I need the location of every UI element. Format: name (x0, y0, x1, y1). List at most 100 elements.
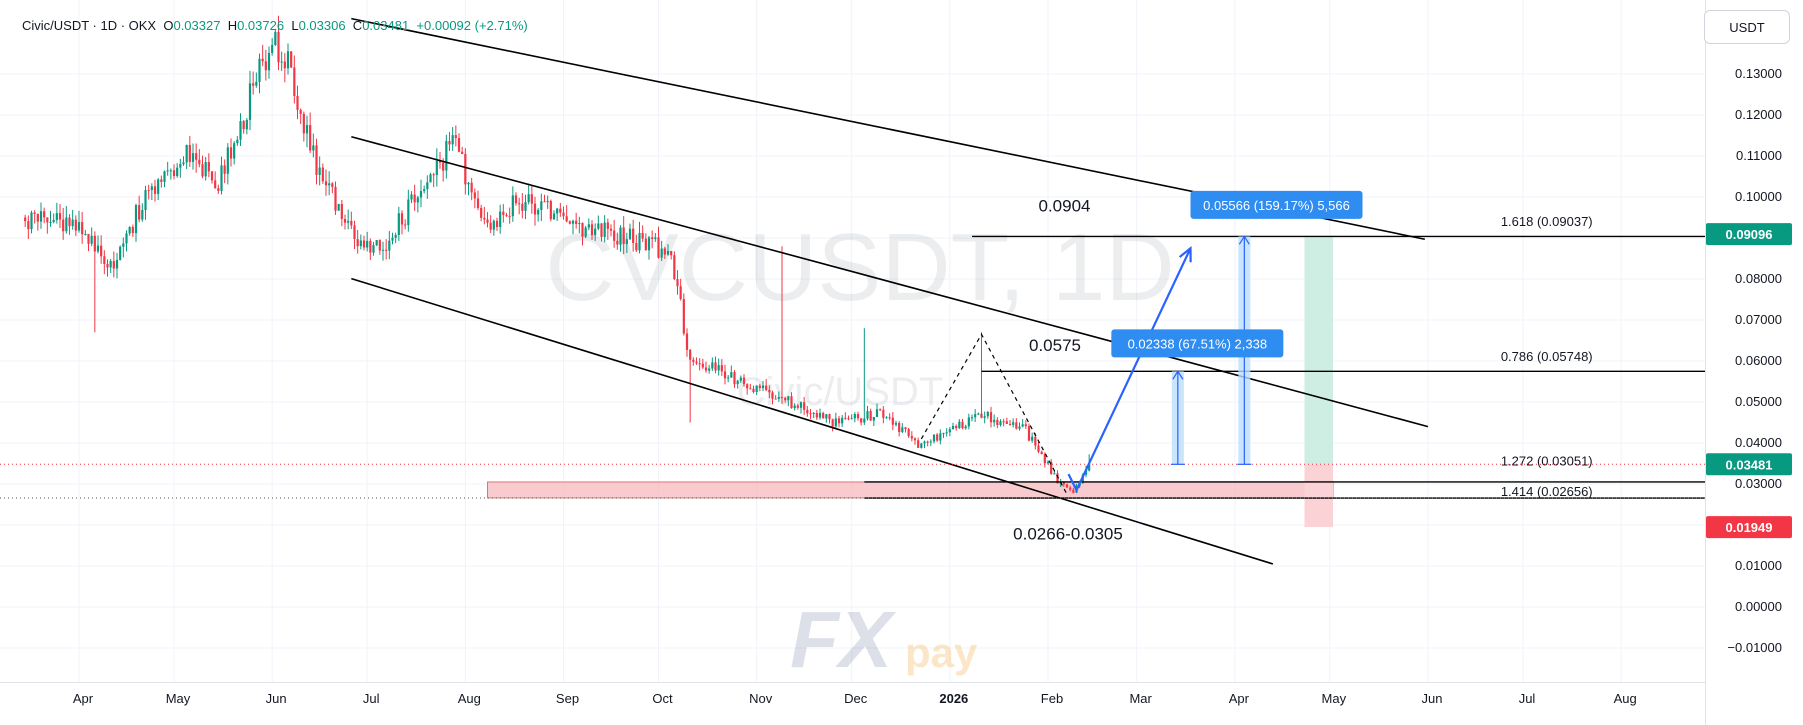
candle-body (328, 183, 331, 186)
candle-body (378, 240, 381, 251)
candle-body (552, 213, 556, 220)
candle-body (638, 232, 641, 251)
candle-body (565, 216, 568, 222)
close-value: 0.03481 (362, 18, 410, 33)
candle-body (967, 417, 970, 427)
candle-body (359, 240, 362, 247)
candle-body (321, 167, 324, 182)
candle-body (939, 433, 942, 441)
candle-body (391, 237, 394, 241)
candle-body (575, 220, 578, 224)
time-tick-label: Mar (1129, 691, 1152, 706)
candle-body (556, 208, 559, 214)
time-axis[interactable]: Apr May Jun Jul Aug Sep Oct Nov Dec 2026 Feb Mar Apr… (73, 691, 1637, 706)
symbol-title[interactable]: Civic/USDT · 1D · OKX (22, 18, 157, 33)
candle-body (179, 164, 182, 168)
fib-label-1618: 1.618 (0.09037) (1501, 214, 1593, 229)
candle-body (188, 145, 191, 162)
candle-body (286, 51, 290, 69)
candle-body (74, 219, 77, 231)
candle-body (521, 203, 524, 211)
high-value: 0.03726 (237, 18, 285, 33)
candle-body (369, 240, 372, 253)
candle-body (489, 222, 492, 230)
candle-body (546, 201, 549, 203)
candle-body (410, 194, 413, 200)
price-axis[interactable]: 0.130000.120000.110000.100000.090000.080… (1706, 66, 1792, 655)
time-tick-label: 2026 (939, 691, 968, 706)
candle-body (176, 167, 179, 176)
time-tick-label: Jul (1519, 691, 1536, 706)
candle-body (948, 429, 951, 433)
candle-body (220, 165, 223, 191)
channel-line (351, 277, 1274, 565)
projection-arrow-line (1067, 247, 1192, 493)
candle-body (590, 224, 594, 236)
candle-body (62, 219, 65, 232)
candle-body (736, 380, 739, 385)
candle-body (362, 240, 366, 248)
candle-body (464, 153, 467, 185)
candle-body (400, 213, 404, 225)
candle-body (825, 414, 828, 419)
candle-body (1065, 484, 1069, 488)
candle-body (138, 205, 141, 220)
candle-body (733, 372, 736, 385)
price-level-badge (1706, 223, 1792, 246)
candle-body (324, 181, 328, 186)
candle-body (695, 361, 698, 364)
candle-body (388, 240, 391, 251)
candle-body (955, 426, 958, 429)
candle-body (454, 135, 457, 139)
candle-body (961, 421, 964, 429)
candle-body (828, 414, 831, 420)
candle-body (52, 220, 55, 222)
time-tick-label: Apr (1229, 691, 1250, 706)
candle-body (746, 384, 749, 389)
candle-body (647, 237, 651, 251)
candle-body (125, 233, 128, 244)
candle-body (30, 212, 33, 230)
candle-body (81, 222, 84, 235)
candle-body (698, 363, 701, 365)
time-tick-label: Sep (556, 691, 579, 706)
candle-body (540, 201, 543, 210)
candle-body (43, 211, 46, 218)
candle-body (226, 147, 229, 174)
candle-body (559, 208, 562, 213)
candle-body (654, 237, 657, 240)
candle-body (283, 61, 286, 69)
candle-body (432, 174, 435, 176)
candle-body (499, 211, 502, 227)
price-tick-label: 0.13000 (1735, 66, 1782, 81)
candle-body (419, 191, 423, 198)
drawings[interactable]: 0.05566 (159.17%) 5,566 0.02338 (67.51%) … (0, 17, 1705, 565)
candle-body (926, 441, 929, 443)
candle-body (483, 217, 486, 220)
candle-body (999, 421, 1002, 425)
candle-body (207, 162, 210, 172)
candle-body (448, 141, 451, 145)
fib-label-1414: 1.414 (0.02656) (1501, 484, 1593, 499)
candle-body (730, 372, 733, 378)
price-tick-label: 0.05000 (1735, 394, 1782, 409)
candle-body (27, 221, 30, 230)
measure-bar-arrowhead (1238, 235, 1250, 245)
time-tick-label: Jun (1422, 691, 1443, 706)
low-value: 0.03306 (298, 18, 346, 33)
candle-body (910, 436, 913, 439)
candle-body (622, 227, 625, 245)
candle-body (850, 418, 853, 420)
candle-body (93, 235, 96, 252)
candle-body (87, 233, 90, 244)
candle-body (134, 205, 138, 234)
candle-body (524, 202, 527, 211)
candle-body (169, 170, 172, 172)
pattern-dashed-line (920, 333, 1068, 495)
currency-button[interactable]: USDT (1704, 10, 1790, 44)
candle-body (470, 182, 473, 193)
candle-body (109, 260, 112, 268)
candle-body (651, 237, 654, 240)
candle-body (473, 192, 476, 199)
